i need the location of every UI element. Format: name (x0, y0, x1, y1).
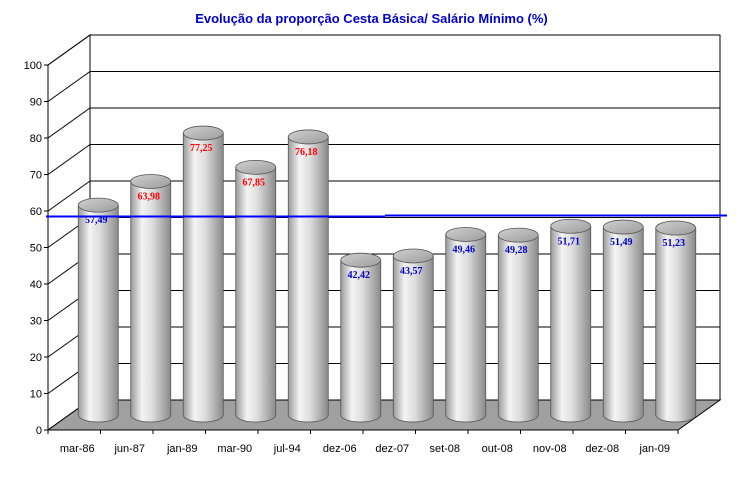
x-tick-label: nov-08 (533, 443, 567, 455)
data-label: 42,42 (348, 270, 371, 281)
bar-top (655, 220, 697, 236)
bar-top (550, 218, 592, 234)
data-label: 63,98 (138, 191, 161, 202)
bar-body (130, 181, 172, 423)
y-tick-label: 100 (24, 60, 42, 72)
gridline-side (47, 144, 91, 175)
bar-body (340, 259, 382, 423)
y-tick-label: 70 (30, 170, 42, 182)
bar-body (550, 225, 592, 423)
y-tick-label: 90 (30, 97, 42, 109)
bar-body (235, 166, 277, 423)
bar-top (497, 227, 539, 243)
data-label: 49,46 (453, 244, 476, 255)
bar (77, 197, 119, 423)
x-tick-label: dez-06 (323, 443, 357, 455)
bar-body (497, 234, 539, 423)
bar (182, 125, 224, 423)
gridline-side (47, 71, 91, 102)
reference-line-group (46, 214, 727, 218)
bar (445, 227, 487, 423)
x-tick-label: jul-94 (273, 443, 301, 455)
x-tick-label: jan-09 (638, 443, 670, 455)
bar-top (445, 227, 487, 242)
gridline-side (47, 180, 91, 212)
data-label: 77,25 (190, 143, 213, 154)
x-tick-label: dez-08 (585, 443, 619, 455)
bar (287, 129, 329, 423)
bar (497, 227, 539, 423)
data-label: 51,23 (663, 238, 686, 249)
y-tick-label: 10 (30, 389, 42, 401)
bars (77, 125, 697, 423)
bar-top (287, 129, 329, 145)
data-label: 51,71 (558, 236, 581, 247)
data-labels: 57,49 63,98 77,25 67,85 76,18 42,42 43,57 49,46… (85, 143, 685, 281)
x-tick-label: jun-87 (113, 443, 145, 455)
bar (130, 174, 172, 423)
x-tick-label: mar-86 (60, 443, 95, 455)
gridline-side (47, 34, 91, 66)
bar (655, 220, 697, 423)
bar-top (77, 197, 119, 213)
bar-body (602, 226, 644, 423)
bar-top (182, 125, 224, 141)
chart-title: Evolução da proporção Cesta Básica/ Salá… (195, 11, 548, 26)
bar (602, 219, 644, 423)
x-tick-label: mar-90 (217, 443, 252, 455)
data-label: 57,49 (85, 215, 108, 226)
bar-body (655, 227, 697, 423)
bar-top (602, 219, 644, 235)
bar-body (182, 132, 224, 423)
x-tick-label: out-08 (482, 443, 513, 455)
data-label: 43,57 (400, 266, 423, 277)
x-tick-label: dez-07 (375, 443, 409, 455)
data-label: 51,49 (610, 237, 633, 248)
bar-body (445, 234, 487, 423)
x-tick-label: jan-89 (166, 443, 198, 455)
bar-top (130, 174, 172, 189)
bar-top (340, 252, 382, 268)
gridline-side (47, 107, 91, 139)
bar-top (235, 159, 277, 175)
bar-body (287, 136, 329, 423)
axes: 0 10 20 30 40 50 60 70 80 90 100 mar-86 jun-87 jan-89… (24, 60, 679, 455)
bar (340, 252, 382, 423)
bar-body (392, 255, 434, 423)
bar (235, 159, 277, 423)
y-tick-label: 30 (30, 316, 42, 328)
data-label: 67,85 (243, 177, 266, 188)
y-tick-label: 40 (30, 279, 42, 291)
data-label: 49,28 (505, 245, 528, 256)
x-tick-label: set-08 (429, 443, 460, 455)
y-tick-label: 0 (36, 425, 42, 437)
bar-top (392, 248, 434, 264)
y-tick-label: 20 (30, 352, 42, 364)
y-tick-label: 50 (30, 243, 42, 255)
data-label: 76,18 (295, 147, 318, 158)
bar (392, 248, 434, 423)
y-tick-label: 80 (30, 133, 42, 145)
bar (550, 218, 592, 423)
bar-body (77, 204, 119, 423)
y-tick-label: 60 (30, 206, 42, 218)
